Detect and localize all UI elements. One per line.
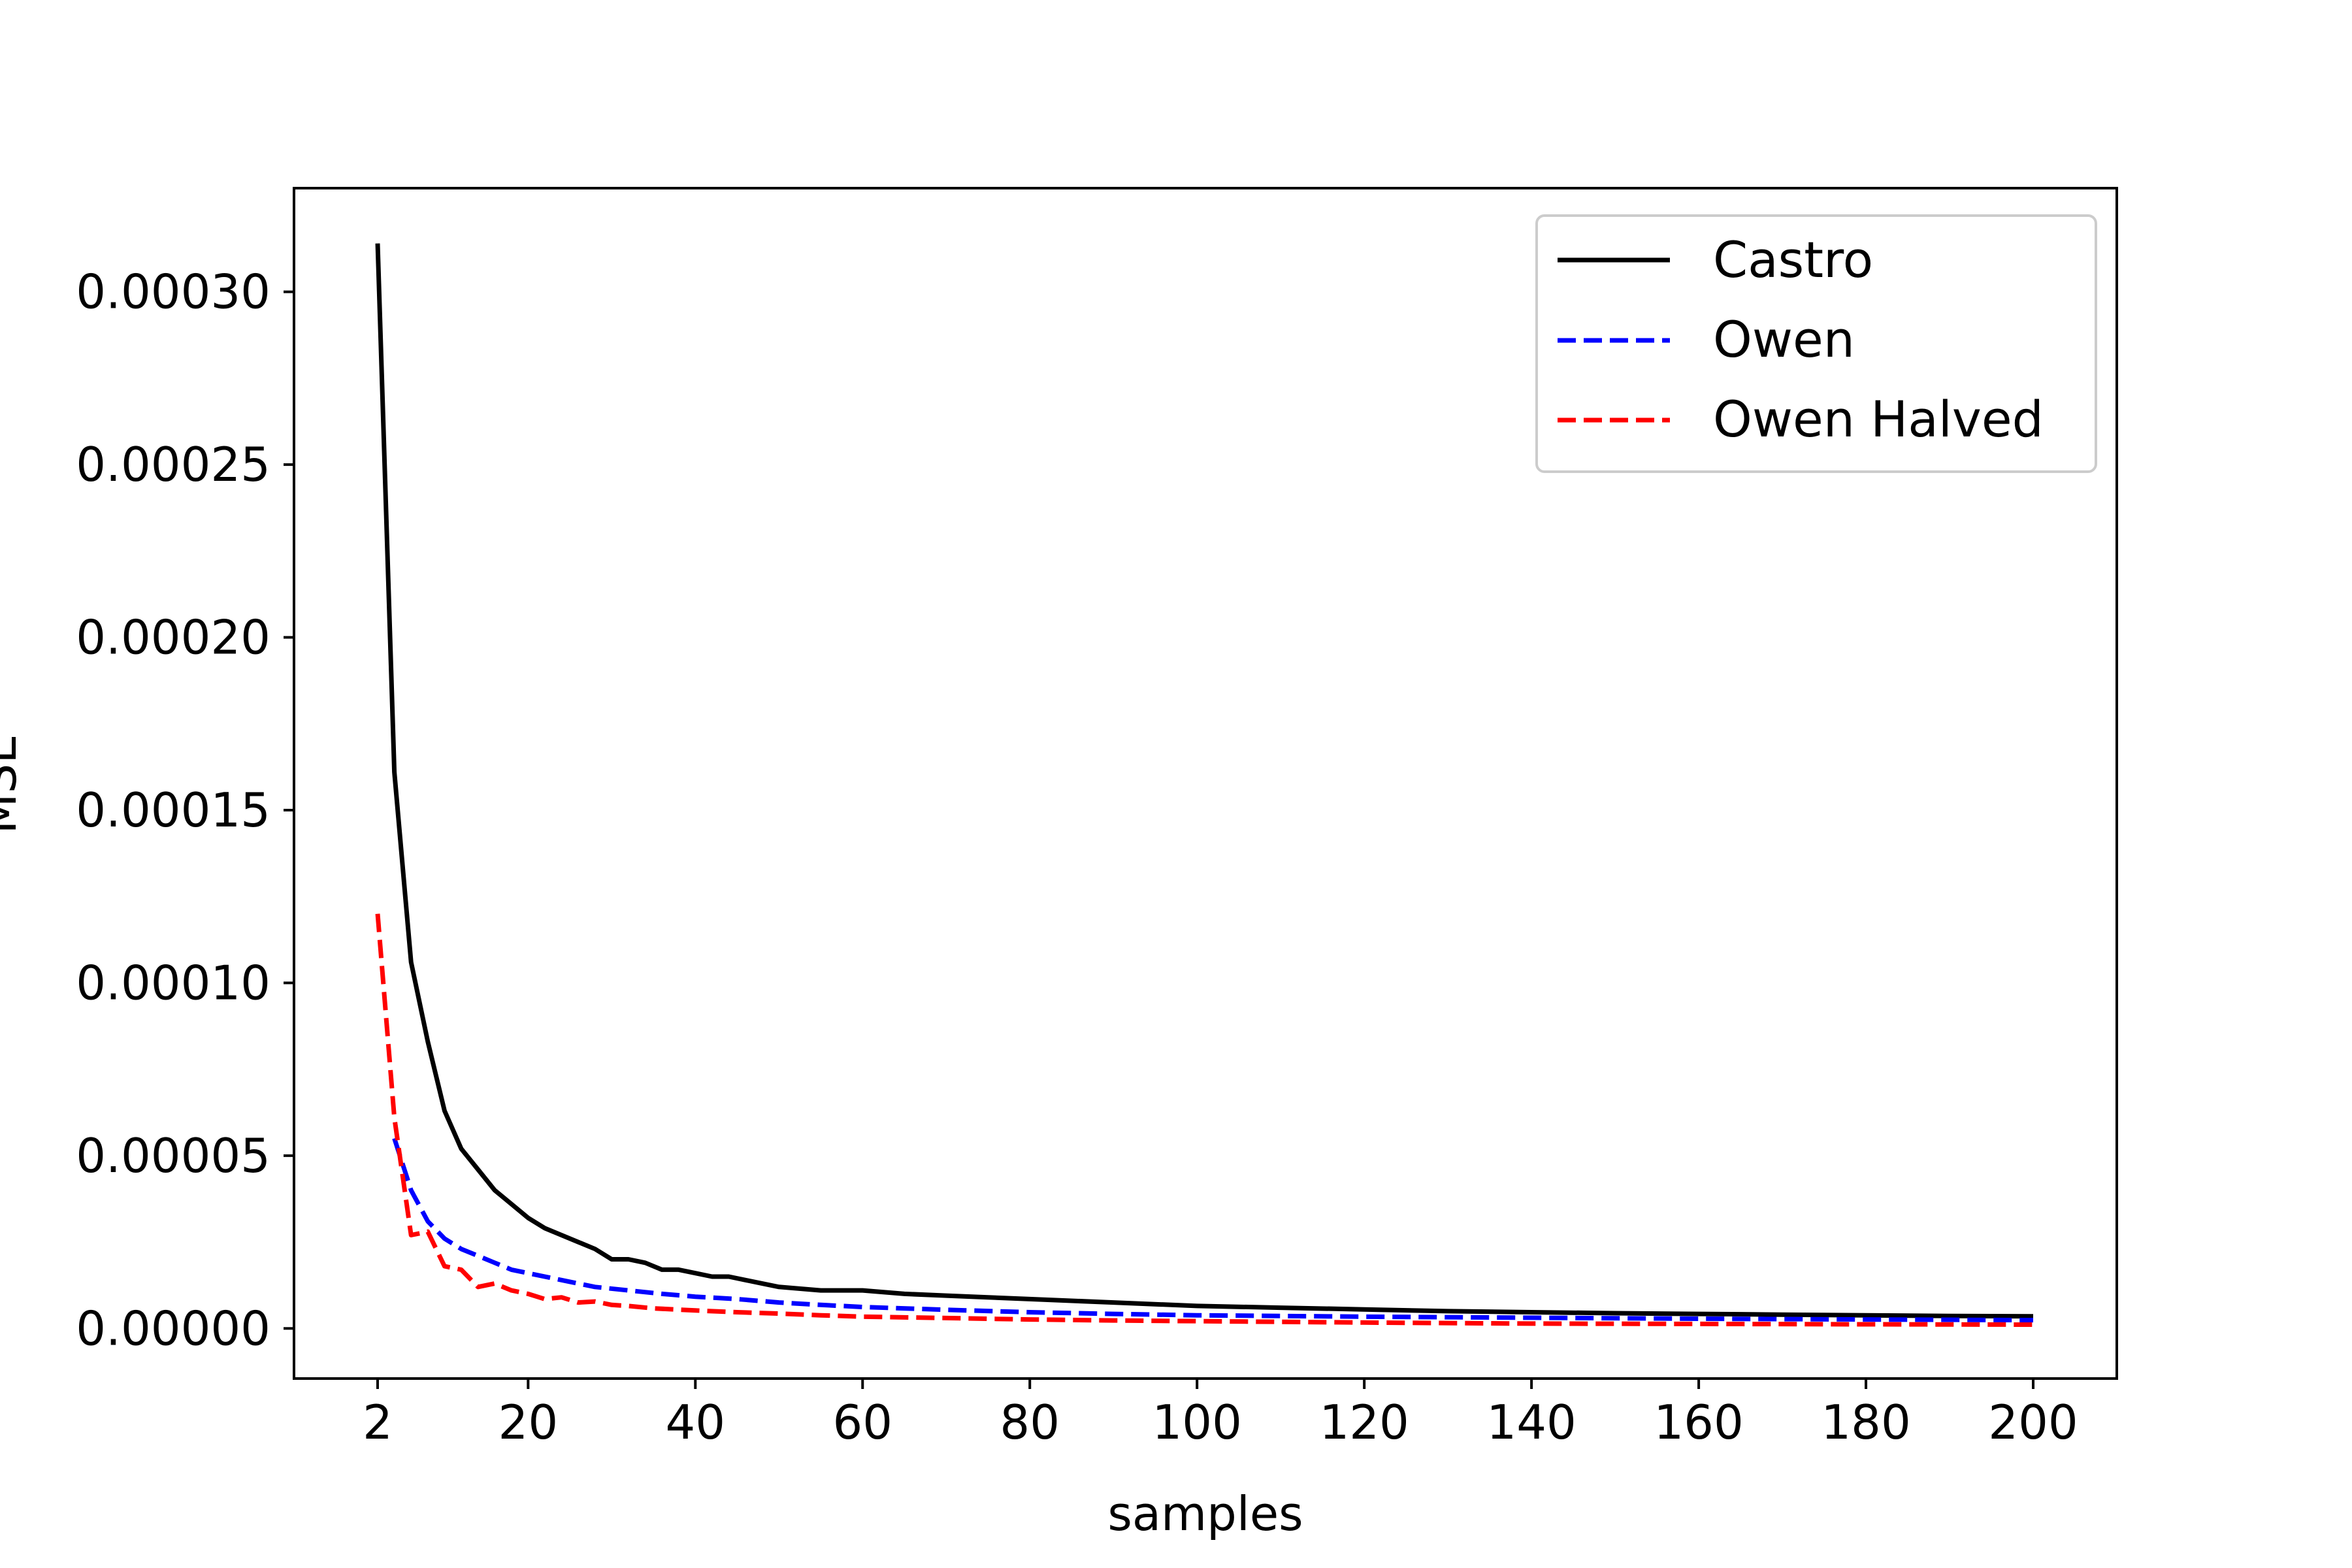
legend-label-castro: Castro	[1713, 231, 1873, 289]
y-tick-label: 0.00005	[76, 1128, 270, 1183]
y-tick-label: 0.00020	[76, 610, 270, 665]
series-line-owen-halved	[375, 913, 2034, 1327]
legend-label-owen: Owen	[1713, 310, 1855, 368]
y-tick-label: 0.00030	[76, 265, 270, 319]
y-tick-label: 0.00015	[76, 783, 270, 838]
x-tick-label: 140	[1486, 1395, 1576, 1450]
series-line-owen	[392, 1137, 2034, 1323]
legend-label-owen-halved: Owen Halved	[1713, 390, 2044, 448]
legend-frame	[1535, 214, 2097, 473]
y-axis-title: MSE	[0, 734, 27, 834]
x-tick-label: 120	[1319, 1395, 1409, 1450]
legend: Castro Owen Owen Halved	[1535, 214, 2097, 473]
y-tick-label: 0.00025	[76, 437, 270, 492]
plot-area-frame	[293, 187, 2118, 1380]
x-tick-label: 2	[363, 1395, 393, 1450]
x-tick-label: 180	[1821, 1395, 1910, 1450]
x-tick-label: 20	[498, 1395, 559, 1450]
x-tick-label: 80	[1000, 1395, 1060, 1450]
y-axis: 0.00000 0.00005 0.00010 0.00015 0.00020 0.000…	[76, 265, 294, 1356]
x-tick-label: 40	[665, 1395, 725, 1450]
x-axis-title: samples	[1107, 1486, 1303, 1541]
y-tick-label: 0.00010	[76, 955, 270, 1010]
x-axis: 2 20 40 60 80 100 120 140 160 180 200	[363, 1379, 2078, 1450]
x-tick-label: 200	[1988, 1395, 2078, 1450]
x-tick-label: 100	[1152, 1395, 1241, 1450]
series-layer	[375, 243, 2034, 1327]
y-tick-label: 0.00000	[76, 1301, 270, 1356]
x-tick-label: 160	[1654, 1395, 1743, 1450]
x-tick-label: 60	[832, 1395, 892, 1450]
series-line-castro	[375, 243, 2034, 1319]
